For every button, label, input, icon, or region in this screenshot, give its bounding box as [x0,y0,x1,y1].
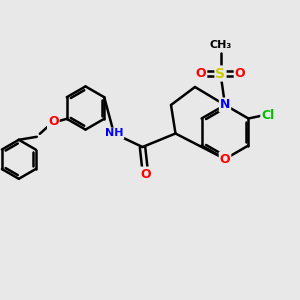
Text: O: O [140,167,151,181]
Text: O: O [196,67,206,80]
Text: N: N [220,98,230,112]
Text: Cl: Cl [261,109,274,122]
Text: CH₃: CH₃ [209,40,232,50]
Text: O: O [235,67,245,80]
Text: O: O [220,152,230,166]
Text: S: S [215,67,226,80]
Text: NH: NH [105,128,123,139]
Text: O: O [48,115,58,128]
